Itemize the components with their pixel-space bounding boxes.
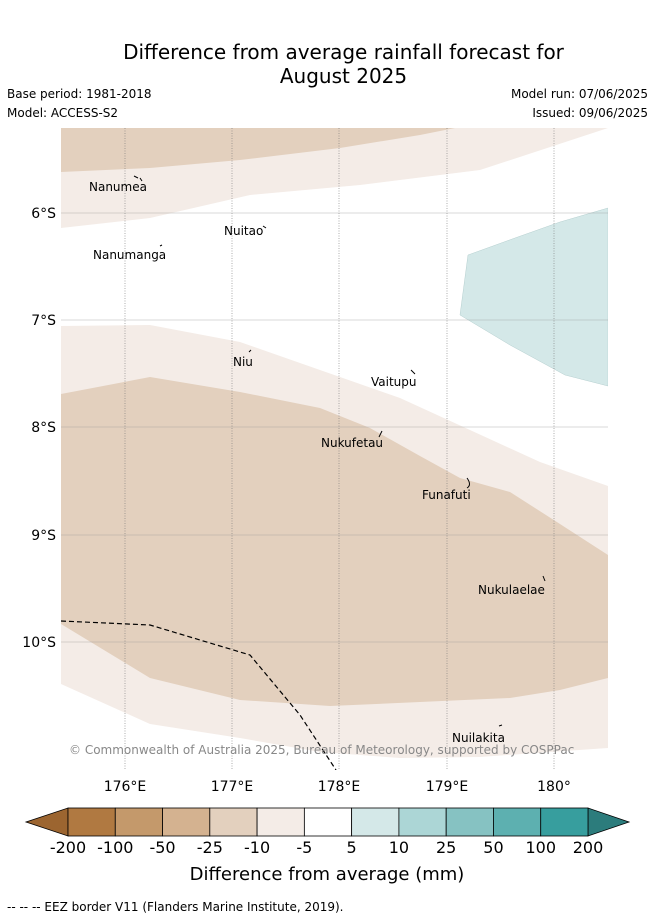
- colorbar-tick-label: -5: [296, 838, 312, 857]
- colorbar-ticks: -200 -100 -50 -25 -10 -5 5 10 25 50 100 200: [50, 838, 603, 857]
- latitude-lines: [61, 212, 608, 643]
- island-nanumanga: [159, 244, 163, 247]
- colorbar-segment: [209, 807, 258, 837]
- colorbar-label: Difference from average (mm): [190, 864, 465, 885]
- lon-label-177e: 177°E: [211, 779, 254, 795]
- label-nuilakita: Nuilakita: [452, 731, 505, 745]
- colorbar-segment: [540, 807, 589, 837]
- gridlines: [124, 128, 555, 770]
- lat-label-9s: 9°S: [31, 528, 56, 544]
- colorbar-tick-label: 10: [389, 838, 409, 857]
- colorbar-tick-label: 100: [525, 838, 556, 857]
- colorbar-tick-label: -200: [50, 838, 86, 857]
- map-title: Difference from average rainfall forecas…: [0, 40, 655, 88]
- lon-label-178e: 178°E: [318, 779, 361, 795]
- colorbar-tick-label: -100: [97, 838, 133, 857]
- colorbar-segment: [256, 807, 305, 837]
- label-nukulaelae: Nukulaelae: [478, 583, 545, 597]
- lon-label-179e: 179°E: [426, 779, 469, 795]
- island-nanumea: [133, 175, 143, 182]
- colorbar-segment: [162, 807, 211, 837]
- colorbar-segment: [67, 807, 116, 837]
- map-area: Nanumea Nuitao Nanumanga Niu Vaitupu Nuk…: [61, 128, 608, 770]
- label-nukufetau: Nukufetau: [321, 436, 383, 450]
- eez-border: [61, 620, 337, 770]
- island-nukufetau: [378, 430, 383, 438]
- colorbar-tick-label: 50: [483, 838, 503, 857]
- model-run: Model run: 07/06/2025: [510, 87, 648, 101]
- label-nuitao: Nuitao: [224, 224, 263, 238]
- colorbar-segment: [114, 807, 163, 837]
- colorbar-tick-label: 5: [347, 838, 357, 857]
- colorbar-under-arrow: [24, 807, 69, 837]
- colorbar-tick-label: 25: [436, 838, 456, 857]
- issued-date: Issued: 09/06/2025: [532, 106, 648, 120]
- island-nuilakita: [498, 724, 503, 727]
- label-funafuti: Funafuti: [422, 488, 471, 502]
- latitude-axis: 6°S 7°S 8°S 9°S 10°S: [22, 206, 56, 651]
- island-shapes: [133, 175, 546, 727]
- band-minus25-top: [61, 128, 455, 172]
- base-period: Base period: 1981-2018: [7, 87, 152, 101]
- place-labels: Nanumea Nuitao Nanumanga Niu Vaitupu Nuk…: [89, 180, 545, 745]
- eez-legend-note: -- -- -- EEZ border V11 (Flanders Marine…: [7, 900, 344, 914]
- lon-label-176e: 176°E: [104, 779, 147, 795]
- title-line-1: Difference from average rainfall forecas…: [123, 40, 564, 64]
- island-nukulaelae: [542, 575, 546, 582]
- colorbar-tick-label: -50: [149, 838, 175, 857]
- colorbar-segment: [445, 807, 494, 837]
- title-line-2: August 2025: [279, 64, 408, 88]
- lon-label-180: 180°: [537, 779, 571, 795]
- colorbar-tick-label: -25: [197, 838, 223, 857]
- colorbar-segment: [351, 807, 400, 837]
- colorbar-segment: [303, 807, 353, 837]
- longitude-axis: 176°E 177°E 178°E 179°E 180°: [104, 779, 571, 795]
- colorbar-over-arrow: [587, 807, 631, 837]
- lat-label-8s: 8°S: [31, 420, 56, 436]
- label-vaitupu: Vaitupu: [371, 375, 417, 389]
- colorbar-segment: [398, 807, 447, 837]
- lat-label-7s: 7°S: [31, 313, 56, 329]
- label-nanumea: Nanumea: [89, 180, 147, 194]
- band-minus25-lower: [61, 377, 608, 706]
- colorbar-segment: [493, 807, 542, 837]
- island-funafuti: [466, 477, 470, 489]
- lat-label-6s: 6°S: [31, 206, 56, 222]
- colorbar: -200 -100 -50 -25 -10 -5 5 10 25 50 100 200 Differe…: [24, 807, 631, 885]
- colorbar-tick-label: 200: [573, 838, 604, 857]
- model-name: Model: ACCESS-S2: [7, 106, 119, 120]
- wet-region-5-10: [459, 207, 608, 387]
- colorbar-tick-label: -10: [244, 838, 270, 857]
- island-nuitao: [262, 225, 267, 229]
- attribution: © Commonwealth of Australia 2025, Bureau…: [69, 743, 574, 757]
- lat-label-10s: 10°S: [22, 635, 56, 651]
- label-niu: Niu: [233, 355, 253, 369]
- island-niu: [248, 349, 252, 353]
- island-vaitupu: [410, 369, 416, 375]
- label-nanumanga: Nanumanga: [93, 248, 166, 262]
- colorbar-segments: [67, 807, 589, 837]
